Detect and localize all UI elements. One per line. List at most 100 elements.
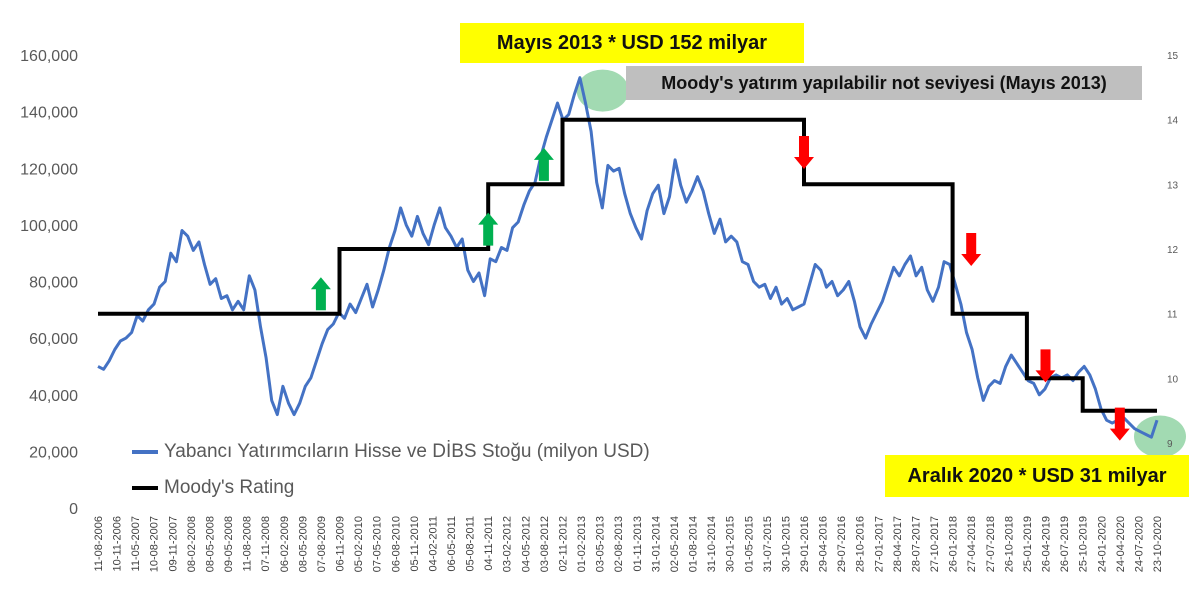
x-tick-label: 07-11-2008 (260, 516, 272, 571)
x-tick-label: 31-01-2014 (650, 516, 662, 572)
y2-tick-label: 10 (1167, 374, 1179, 385)
y-tick-label: 0 (69, 501, 78, 518)
x-tick-label: 29-04-2016 (818, 516, 830, 572)
x-tick-label: 26-07-2019 (1059, 516, 1071, 572)
x-tick-label: 26-01-2018 (948, 516, 960, 572)
series-line-stock (97, 76, 1159, 439)
x-tick-label: 08-02-2008 (186, 516, 198, 572)
x-tick-label: 01-02-2013 (576, 516, 588, 572)
x-tick-label: 10-11-2006 (112, 516, 124, 571)
x-tick-label: 31-07-2015 (762, 516, 774, 572)
x-tick-label: 02-08-2013 (613, 516, 625, 572)
x-tick-label: 04-11-2011 (483, 516, 495, 571)
up-arrow-icon (478, 212, 499, 246)
y-tick-label: 60,000 (29, 331, 78, 348)
x-tick-label: 06-05-2011 (446, 516, 458, 571)
y2-tick-label: 14 (1167, 116, 1179, 127)
peak-annotation: Mayıs 2013 * USD 152 milyar (460, 23, 804, 63)
x-tick-label: 01-11-2013 (632, 516, 644, 571)
highlight-circle (1134, 415, 1186, 458)
x-tick-label: 08-05-2009 (297, 516, 309, 572)
highlight-circle (576, 69, 629, 112)
x-tick-label: 27-10-2017 (929, 516, 941, 572)
y2-tick-label: 13 (1167, 180, 1179, 191)
legend-item-rating: Moody's Rating (132, 477, 294, 499)
x-tick-label: 03-08-2012 (539, 516, 551, 572)
x-tick-label: 02-05-2014 (669, 516, 681, 572)
down-arrow-icon (794, 136, 814, 169)
legend-label-stock: Yabancı Yatırımcıların Hisse ve DİBS Sto… (164, 441, 650, 462)
x-tick-label: 23-10-2020 (1152, 516, 1164, 572)
x-tick-label: 03-05-2013 (595, 516, 607, 572)
x-axis: 11-08-2006 10-11-2006 11-05-2007 10-08-2007… (93, 516, 1164, 572)
legend-item-stock: Yabancı Yatırımcıların Hisse ve DİBS Sto… (132, 441, 650, 463)
x-tick-label: 06-02-2009 (279, 516, 291, 572)
y2-tick-label: 15 (1167, 51, 1179, 62)
x-tick-label: 28-04-2017 (892, 516, 904, 572)
x-tick-label: 27-04-2018 (966, 516, 978, 572)
x-tick-label: 25-01-2019 (1022, 516, 1034, 572)
x-tick-label: 26-10-2018 (1003, 516, 1015, 572)
legend-swatch-rating (132, 486, 158, 490)
x-tick-label: 07-08-2009 (316, 516, 328, 572)
x-tick-label: 05-02-2010 (353, 516, 365, 572)
x-tick-label: 24-07-2020 (1133, 516, 1145, 572)
y-tick-label: 160,000 (20, 48, 78, 65)
x-tick-label: 25-10-2019 (1078, 516, 1090, 572)
x-tick-label: 24-01-2020 (1096, 516, 1108, 572)
x-tick-label: 04-05-2012 (520, 516, 532, 572)
x-tick-label: 29-07-2016 (836, 516, 848, 572)
x-tick-label: 05-11-2010 (409, 516, 421, 571)
y-axis: 0 20,000 40,000 60,000 80,000 100,000 120,000 1… (20, 48, 78, 518)
series-layer (97, 76, 1159, 439)
x-tick-label: 08-05-2008 (204, 516, 216, 572)
x-tick-label: 02-11-2012 (557, 516, 569, 571)
y2-tick-label: 12 (1167, 245, 1179, 256)
x-tick-label: 09-11-2007 (167, 516, 179, 571)
y-tick-label: 40,000 (29, 388, 78, 405)
x-tick-label: 06-08-2010 (390, 516, 402, 572)
down-arrow-icon (961, 233, 982, 266)
x-tick-label: 06-11-2009 (335, 516, 347, 571)
y-tick-label: 120,000 (20, 161, 78, 178)
x-tick-label: 01-08-2014 (688, 516, 700, 572)
legend-swatch-stock (132, 450, 158, 454)
x-tick-label: 10-08-2007 (149, 516, 161, 572)
down-arrow-icon (1035, 349, 1056, 383)
up-arrow-icon (310, 277, 331, 311)
x-tick-label: 11-05-2007 (130, 516, 142, 571)
x-tick-label: 28-10-2016 (855, 516, 867, 572)
y-tick-label: 100,000 (20, 218, 78, 235)
y2-tick-label: 9 (1167, 439, 1173, 450)
rating-annotation: Moody's yatırım yapılabilir not seviyesi… (626, 66, 1142, 100)
y-tick-label: 20,000 (29, 444, 78, 461)
x-tick-label: 30-10-2015 (780, 516, 792, 572)
x-tick-label: 24-04-2020 (1115, 516, 1127, 572)
x-tick-label: 31-10-2014 (706, 516, 718, 572)
arrow-layer (310, 136, 1130, 441)
y2-tick-label: 11 (1167, 310, 1178, 321)
up-arrow-icon (533, 147, 554, 181)
series-line-rating (98, 117, 1157, 413)
x-tick-label: 01-05-2015 (743, 516, 755, 572)
x-tick-label: 07-05-2010 (372, 516, 384, 572)
x-tick-label: 04-02-2011 (427, 516, 439, 571)
x-tick-label: 11-08-2008 (242, 516, 254, 571)
highlight-layer (576, 69, 1186, 458)
secondary-y-axis: 9 10 11 12 13 14 15 (1167, 51, 1179, 450)
down-arrow-icon (1109, 407, 1130, 441)
y-tick-label: 80,000 (29, 275, 78, 292)
x-tick-label: 27-01-2017 (873, 516, 885, 572)
x-tick-label: 03-02-2012 (502, 516, 514, 572)
x-tick-label: 30-01-2015 (725, 516, 737, 572)
x-tick-label: 26-04-2019 (1041, 516, 1053, 572)
x-tick-label: 11-08-2006 (93, 516, 105, 571)
x-tick-label: 05-08-2011 (465, 516, 477, 571)
x-tick-label: 28-07-2017 (910, 516, 922, 572)
latest-annotation: Aralık 2020 * USD 31 milyar (885, 455, 1189, 497)
x-tick-label: 29-01-2016 (799, 516, 811, 572)
y-tick-label: 140,000 (20, 105, 78, 122)
x-tick-label: 27-07-2018 (985, 516, 997, 572)
x-tick-label: 09-05-2008 (223, 516, 235, 572)
